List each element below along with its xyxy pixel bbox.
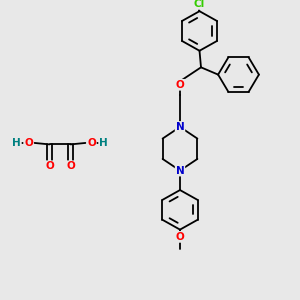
Text: O: O [45, 161, 54, 171]
Text: H: H [99, 138, 108, 148]
Text: O: O [24, 138, 33, 148]
Text: O: O [66, 161, 75, 171]
Text: O: O [176, 80, 184, 90]
Text: O: O [176, 232, 184, 242]
Text: O: O [87, 138, 96, 148]
Text: Cl: Cl [194, 0, 205, 9]
Text: N: N [176, 122, 184, 132]
Text: N: N [176, 166, 184, 176]
Text: H: H [12, 138, 21, 148]
